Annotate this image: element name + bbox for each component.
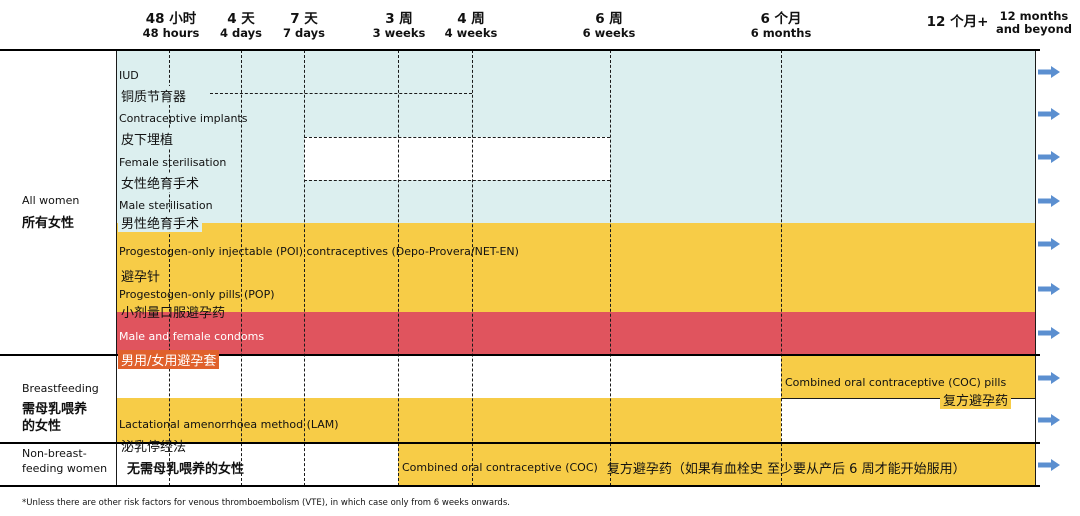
label-non-breastfeeding-zh: 无需母乳喂养的女性 (127, 462, 245, 477)
header-48-hours: 48 小时 48 hours (142, 11, 200, 41)
iud-eligibility-line (210, 93, 472, 94)
row-label-all-women: All women 所有女性 (22, 194, 80, 231)
header-3-weeks: 3 周 3 weeks (372, 11, 426, 41)
label-iud: IUD 铜质节育器 (118, 64, 190, 105)
arrow-right-icon (1038, 459, 1060, 471)
row-label-non-breastfeeding: Non-breast- feeding women (22, 447, 108, 475)
arrow-right-icon (1038, 283, 1060, 295)
arrow-right-icon (1038, 195, 1060, 207)
label-female-sterilisation: Female sterilisation 女性绝育手术 (118, 156, 227, 192)
header-7-days: 7 天 7 days (283, 11, 325, 41)
footnote: *Unless there are other risk factors for… (22, 498, 510, 508)
separator-bottom (0, 485, 1040, 487)
header-6-weeks: 6 周 6 weeks (582, 11, 636, 41)
band-implant-gap (304, 137, 610, 180)
gridline-48-hours (169, 50, 170, 486)
chart-left-border (116, 50, 117, 486)
header-12-months: 12 个月+ 12 months and beyond (926, 9, 1072, 36)
arrow-right-icon (1038, 414, 1060, 426)
header-4-days: 4 天 4 days (220, 11, 262, 41)
gridline-4-weeks (472, 50, 473, 486)
gridline-7-days (304, 50, 305, 486)
separator-top (0, 49, 1040, 51)
gridline-6-months (781, 50, 782, 486)
coc-bf-bottom-line (781, 398, 1036, 399)
label-coc-breastfeeding: Combined oral contraceptive (COC) pills (785, 376, 1007, 389)
label-pop: Progestogen-only pills (POP) 小剂量口服避孕药 (119, 288, 275, 321)
arrow-right-icon (1038, 151, 1060, 163)
gridline-3-weeks (398, 50, 399, 486)
separator-breastfeeding (0, 354, 1040, 356)
header-4-weeks: 4 周 4 weeks (444, 11, 498, 41)
arrow-right-icon (1038, 327, 1060, 339)
arrow-right-icon (1038, 238, 1060, 250)
arrow-right-icon (1038, 108, 1060, 120)
gridline-4-days (241, 50, 242, 486)
label-implants: Contraceptive implants 皮下埋植 (118, 112, 248, 148)
separator-non-breastfeeding (0, 442, 1040, 444)
label-condoms: Male and female condoms 男用/女用避孕套 (118, 330, 265, 369)
row-label-breastfeeding: Breastfeeding 需母乳喂养 的女性 (22, 382, 99, 435)
band-all-women-teal (116, 50, 1036, 223)
implant-row-top (304, 137, 610, 138)
label-coc-breastfeeding-zh: 复方避孕药 (940, 390, 1012, 409)
arrow-right-icon (1038, 66, 1060, 78)
label-poi: Progestogen-only injectable (POI) contra… (119, 245, 519, 285)
band-coc-non-breastfeeding (398, 443, 1036, 486)
chart-right-border (1035, 50, 1036, 486)
label-coc-non-breastfeeding: Combined oral contraceptive (COC) 复方避孕药（… (402, 461, 966, 477)
header-6-months: 6 个月 6 months (750, 11, 812, 41)
band-lam (116, 398, 781, 442)
band-condoms (116, 312, 1036, 355)
implant-row-bottom (304, 180, 610, 181)
arrow-right-icon (1038, 372, 1060, 384)
gridline-6-weeks (610, 50, 611, 486)
label-lam: Lactational amenorrhoea method (LAM) 泌乳停… (119, 418, 339, 455)
label-male-sterilisation: Male sterilisation 男性绝育手术 (118, 199, 213, 232)
band-poi-pop (116, 223, 1036, 312)
